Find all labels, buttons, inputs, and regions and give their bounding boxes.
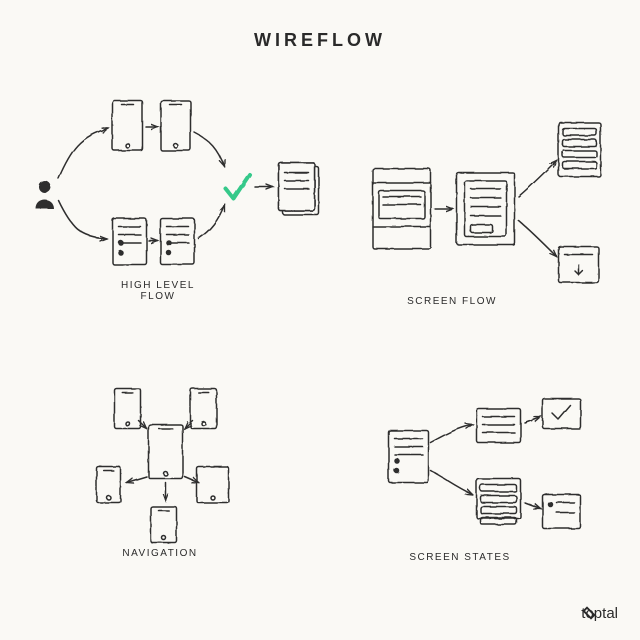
label-screen-flow: SCREEN FLOW (392, 296, 512, 307)
label-navigation: NAVIGATION (110, 548, 210, 559)
brand-logo: toptal (581, 605, 618, 622)
diagram-canvas (0, 0, 640, 640)
label-screen-states: SCREEN STATES (400, 552, 520, 563)
label-high-level-flow: HIGH LEVEL FLOW (108, 280, 208, 302)
